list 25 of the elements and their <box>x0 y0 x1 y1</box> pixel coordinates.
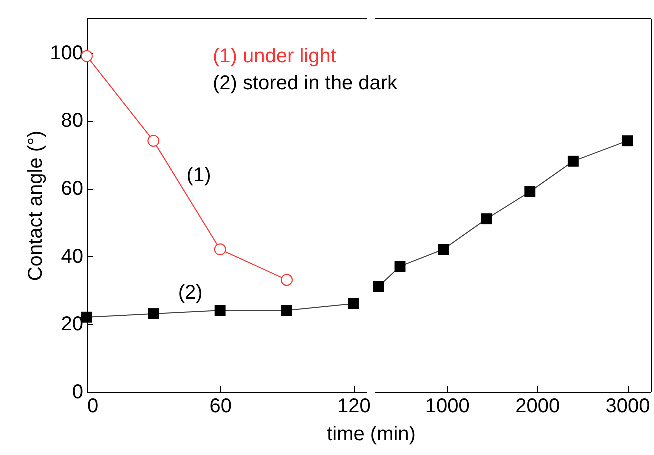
annotation: (2) <box>178 282 203 304</box>
y-tick-label: 80 <box>61 110 84 132</box>
point <box>622 136 634 147</box>
x-tick-label: 120 <box>337 396 371 418</box>
point <box>373 281 384 292</box>
text: (1) under light <box>213 45 337 68</box>
x-tick-label: 2000 <box>516 396 560 418</box>
x-tick-label: 0 <box>88 396 99 418</box>
y-axis-title: Contact angle (°) <box>25 130 48 282</box>
y-tick-label: 0 <box>72 382 84 404</box>
point <box>568 156 579 167</box>
annotation: (1) <box>186 164 212 187</box>
point <box>438 244 450 256</box>
point <box>524 186 536 198</box>
y-tick-label: 60 <box>61 178 84 200</box>
y-tick-label: 20 <box>61 314 84 336</box>
y-tick-label: 40 <box>61 246 84 268</box>
x-tick-label: 3000 <box>606 396 650 418</box>
y-tick-label: 100 <box>50 42 84 64</box>
text: (2) stored in the dark <box>213 72 399 94</box>
point <box>394 261 406 272</box>
point <box>481 214 492 225</box>
x-tick-label: 1000 <box>425 396 470 418</box>
x-axis-title: time (min) <box>327 424 416 446</box>
x-tick-label: 60 <box>210 396 232 418</box>
